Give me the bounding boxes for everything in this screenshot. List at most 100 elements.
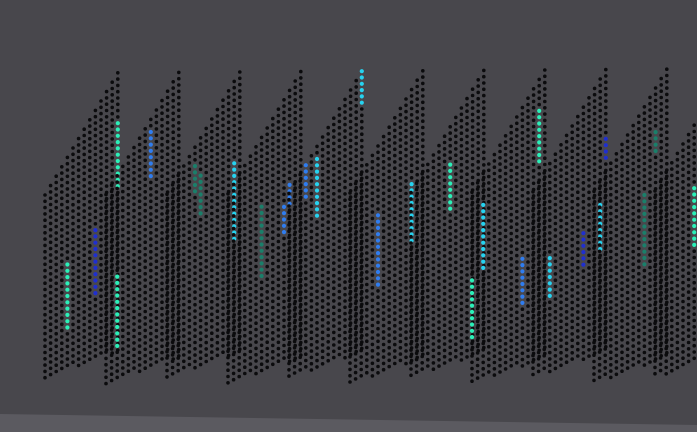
point-dot bbox=[315, 144, 319, 149]
point-dot bbox=[409, 241, 413, 245]
point-dot bbox=[198, 142, 203, 146]
point-dot bbox=[204, 170, 208, 175]
point-dot bbox=[326, 157, 331, 161]
point-dot bbox=[276, 126, 281, 130]
point-dot bbox=[620, 148, 624, 153]
point-dot bbox=[110, 80, 114, 84]
point-dot bbox=[243, 189, 247, 193]
point-dot bbox=[353, 251, 358, 255]
point-dot bbox=[309, 324, 314, 328]
point-dot bbox=[353, 207, 358, 211]
point-dot bbox=[359, 191, 364, 195]
point-dot bbox=[143, 366, 147, 371]
point-dot bbox=[404, 103, 408, 108]
point-dot bbox=[420, 323, 425, 327]
point-dot bbox=[198, 217, 203, 222]
point-dot bbox=[559, 344, 563, 349]
point-dot bbox=[43, 218, 47, 222]
point-dot bbox=[165, 89, 170, 93]
point-dot bbox=[198, 167, 203, 172]
point-dot bbox=[265, 264, 270, 269]
point-dot bbox=[287, 113, 292, 118]
point-dot bbox=[531, 278, 535, 282]
point-dot bbox=[104, 344, 108, 348]
point-dot bbox=[182, 258, 186, 263]
point-dot bbox=[476, 128, 481, 132]
point-dot bbox=[137, 275, 142, 279]
point-dot bbox=[304, 352, 308, 357]
point-dot bbox=[287, 157, 292, 162]
point-dot bbox=[337, 220, 342, 224]
point-dot bbox=[587, 146, 591, 150]
point-dot bbox=[498, 256, 502, 261]
point-dot bbox=[442, 197, 447, 201]
point-dot bbox=[65, 287, 70, 292]
point-dot bbox=[170, 372, 175, 376]
point-dot bbox=[448, 251, 453, 255]
point-dot bbox=[476, 109, 481, 114]
point-dot bbox=[326, 346, 331, 350]
point-dot bbox=[215, 126, 220, 131]
point-dot bbox=[320, 292, 325, 297]
point-dot bbox=[597, 356, 602, 361]
point-dot bbox=[343, 185, 347, 190]
point-dot bbox=[115, 274, 120, 279]
point-dot bbox=[198, 362, 203, 367]
point-dot bbox=[298, 279, 303, 284]
point-dot bbox=[487, 281, 491, 286]
point-dot bbox=[137, 218, 142, 222]
point-dot bbox=[326, 226, 331, 231]
point-dot bbox=[348, 170, 353, 174]
point-dot bbox=[431, 367, 436, 372]
point-dot bbox=[54, 313, 58, 317]
point-dot bbox=[509, 269, 513, 274]
point-dot bbox=[231, 195, 236, 199]
point-dot bbox=[132, 152, 136, 156]
point-dot bbox=[282, 154, 286, 159]
point-dot bbox=[576, 253, 580, 257]
point-dot bbox=[88, 168, 92, 172]
point-dot bbox=[210, 249, 214, 254]
point-dot bbox=[393, 166, 397, 170]
point-dot bbox=[375, 238, 381, 243]
point-dot bbox=[442, 285, 447, 290]
point-dot bbox=[348, 292, 352, 296]
point-dot bbox=[598, 121, 602, 125]
point-dot bbox=[110, 156, 114, 160]
point-dot bbox=[299, 132, 303, 137]
point-dot bbox=[320, 343, 325, 347]
point-dot bbox=[137, 205, 142, 210]
point-dot bbox=[154, 158, 159, 163]
point-dot bbox=[137, 344, 142, 348]
point-dot bbox=[160, 130, 164, 134]
point-dot bbox=[609, 174, 613, 178]
point-dot bbox=[82, 234, 86, 239]
point-dot bbox=[193, 296, 197, 301]
point-dot bbox=[104, 133, 109, 138]
point-dot bbox=[54, 218, 58, 223]
point-dot bbox=[482, 112, 486, 117]
point-dot bbox=[398, 238, 403, 243]
point-dot bbox=[293, 154, 298, 159]
point-dot bbox=[475, 275, 480, 280]
point-dot bbox=[99, 181, 103, 185]
point-dot bbox=[509, 200, 513, 204]
point-dot bbox=[414, 257, 419, 261]
point-dot bbox=[204, 126, 208, 131]
point-dot bbox=[503, 360, 508, 365]
point-dot bbox=[448, 150, 453, 154]
point-dot bbox=[370, 367, 375, 372]
point-dot bbox=[282, 98, 286, 102]
point-dot bbox=[343, 330, 347, 335]
point-dot bbox=[442, 153, 447, 157]
point-dot bbox=[237, 179, 241, 184]
point-dot bbox=[409, 131, 414, 136]
point-dot bbox=[192, 189, 198, 194]
point-dot bbox=[204, 195, 208, 200]
point-dot bbox=[614, 271, 619, 276]
point-dot bbox=[276, 214, 281, 219]
point-dot bbox=[454, 348, 458, 353]
point-dot bbox=[442, 310, 447, 315]
point-dot bbox=[598, 102, 602, 106]
